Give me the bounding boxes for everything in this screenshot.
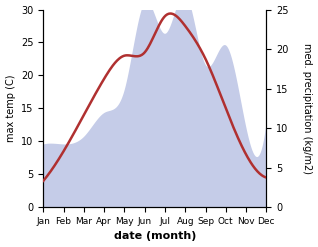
- Y-axis label: max temp (C): max temp (C): [5, 75, 16, 142]
- X-axis label: date (month): date (month): [114, 231, 196, 242]
- Y-axis label: med. precipitation (kg/m2): med. precipitation (kg/m2): [302, 43, 313, 174]
